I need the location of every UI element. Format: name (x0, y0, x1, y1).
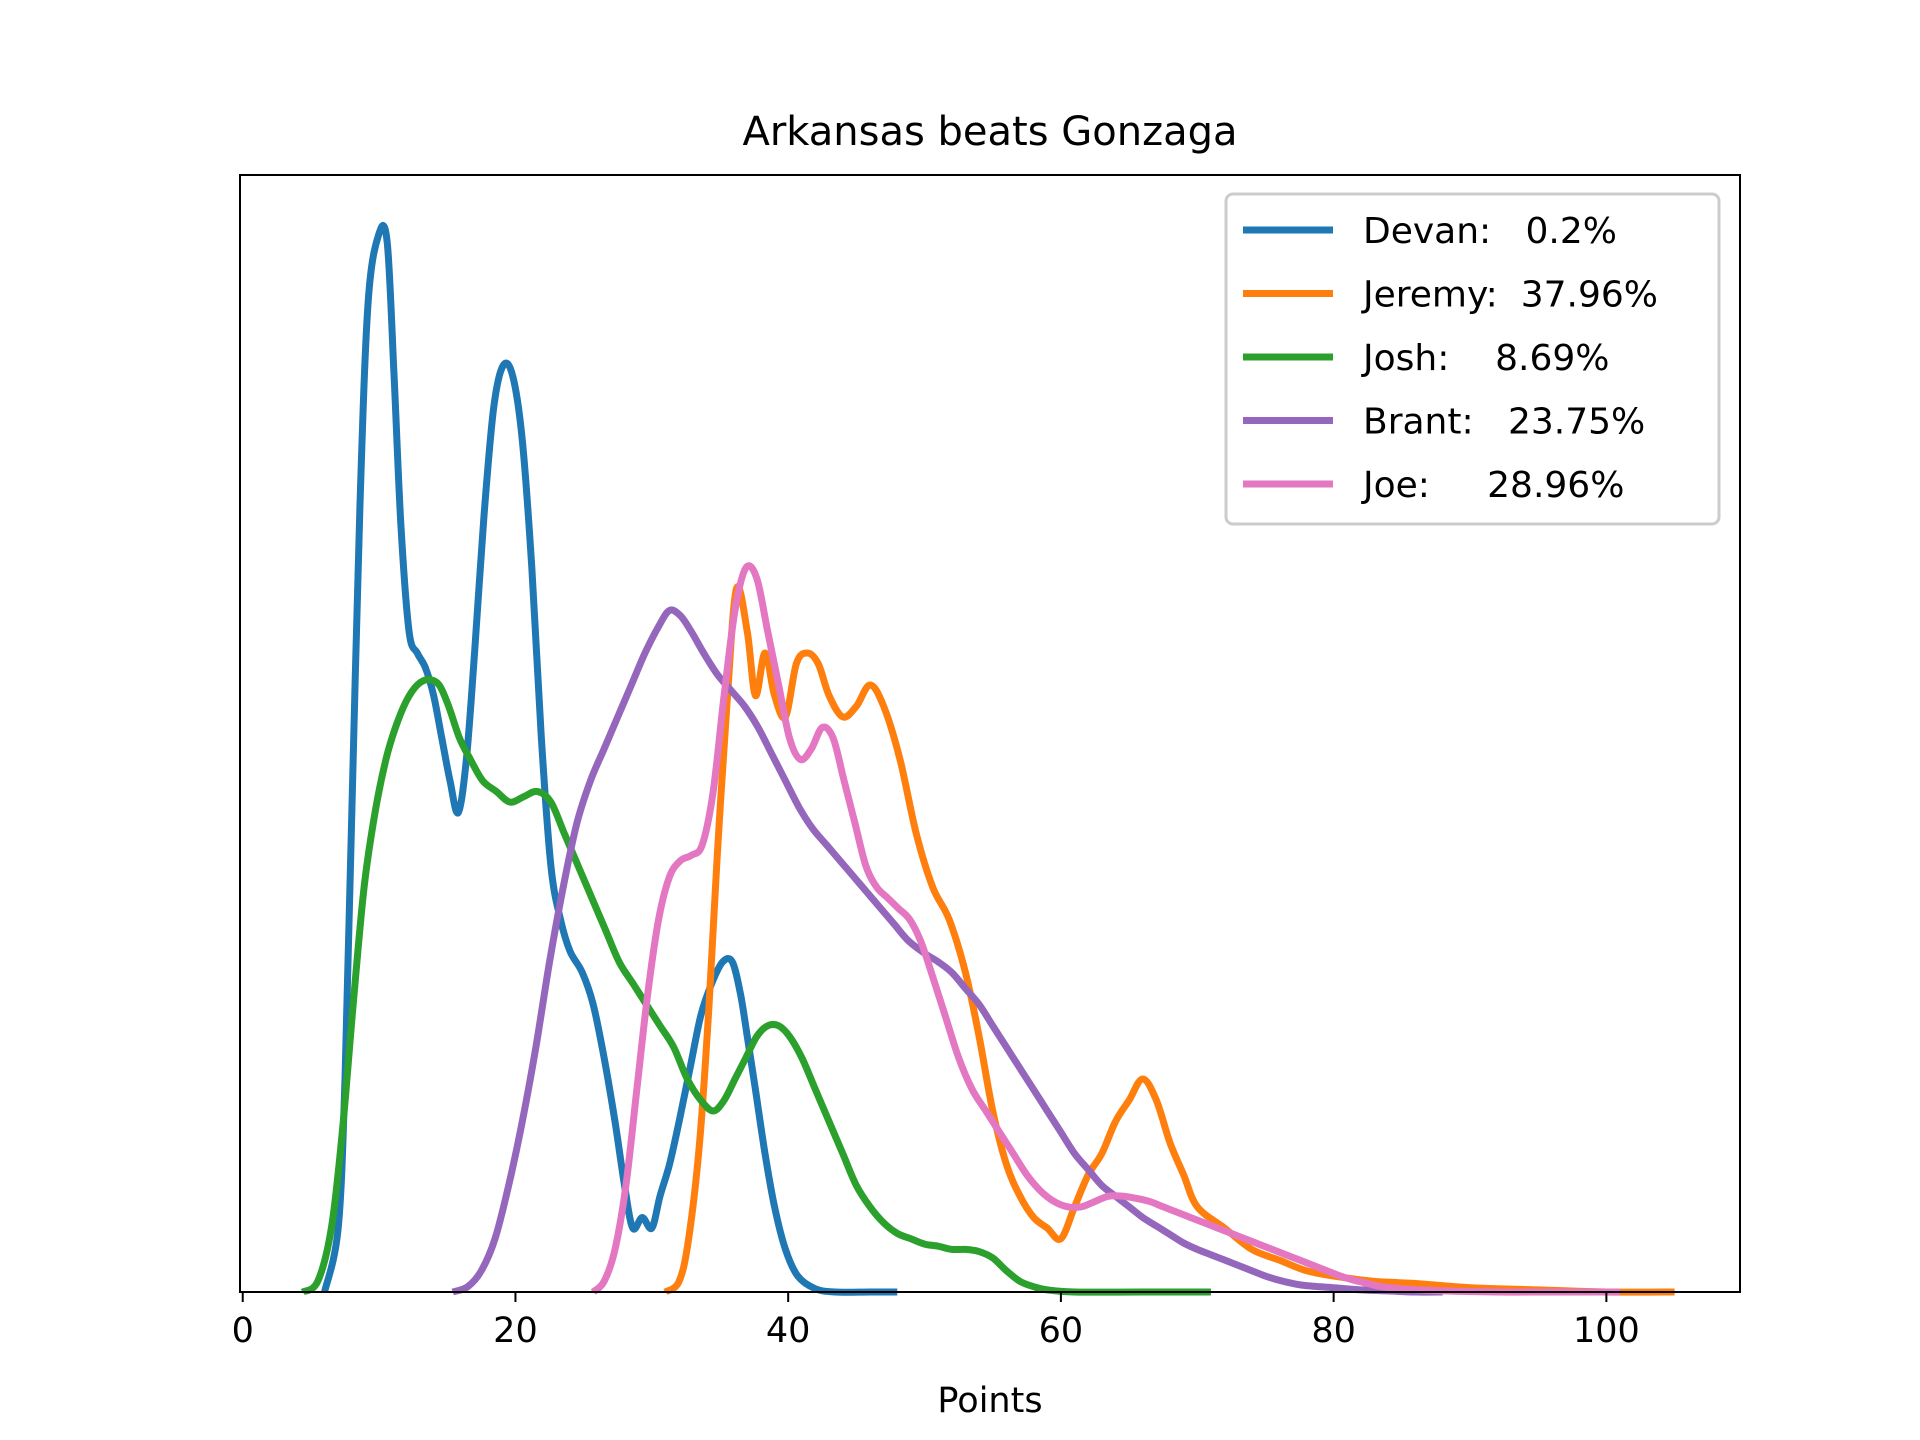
plot-frame (239, 174, 1741, 1293)
x-tick-label: 0 (232, 1311, 254, 1351)
x-tick-label: 60 (1039, 1311, 1084, 1351)
x-axis: 0 20 40 60 80 100 (232, 1292, 1640, 1351)
legend-entries: Devan: 0.2% Jeremy: 37.96% Josh: 8.69% Bran… (1243, 211, 1658, 506)
series-line-joe (590, 562, 1620, 1296)
legend-label-jeremy: Jeremy: 37.96% (1361, 275, 1658, 316)
legend-label-josh: Josh: 8.69% (1361, 338, 1609, 379)
x-axis-label: Points (937, 1381, 1042, 1421)
legend: Devan: 0.2% Jeremy: 37.96% Josh: 8.69% Bran… (1224, 192, 1721, 526)
x-tick-label: 40 (766, 1311, 811, 1351)
legend-label-joe: Joe: 28.96% (1361, 465, 1624, 506)
legend-label-brant: Brant: 23.75% (1363, 402, 1645, 443)
x-tick-label: 20 (493, 1311, 538, 1351)
legend-box (1224, 192, 1721, 526)
series-layer (300, 222, 1675, 1296)
x-tick-label: 100 (1573, 1311, 1640, 1351)
series-line-josh (300, 676, 1211, 1296)
series-line-devan (321, 222, 898, 1296)
x-tick-label: 80 (1311, 1311, 1356, 1351)
chart-title: Arkansas beats Gonzaga (742, 109, 1237, 155)
legend-label-devan: Devan: 0.2% (1363, 211, 1617, 252)
series-line-brant (451, 606, 1443, 1296)
